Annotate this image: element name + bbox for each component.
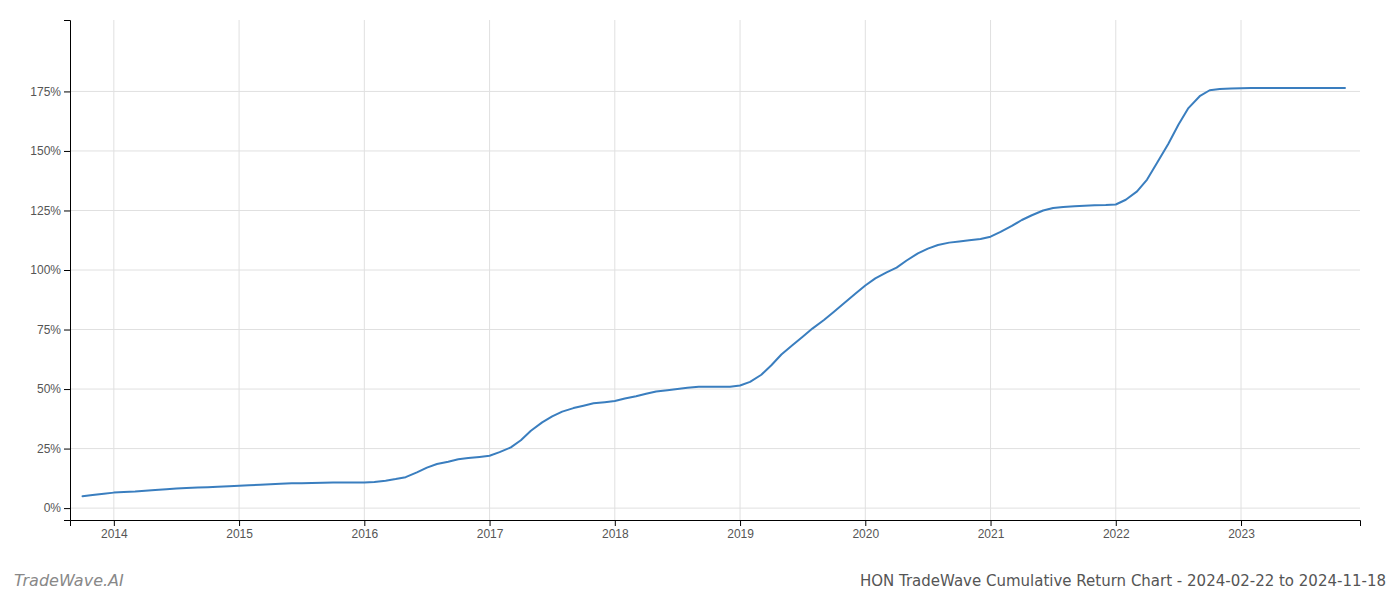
tick-label: 2017 <box>477 527 504 541</box>
tick-mark <box>64 449 70 450</box>
watermark: TradeWave.AI <box>14 571 124 590</box>
grid-line <box>70 150 1360 151</box>
tick-mark <box>1241 520 1242 526</box>
title: HON TradeWave Cumulative Return Chart - … <box>860 572 1386 590</box>
tick-label: 50% <box>37 382 61 396</box>
grid-line <box>990 20 991 520</box>
tick-label: 75% <box>37 323 61 337</box>
tick-mark <box>740 520 741 526</box>
tick: 2019 <box>727 520 754 541</box>
tick-mark <box>865 520 866 526</box>
tick-label: 2018 <box>602 527 629 541</box>
tick-label: 2014 <box>101 527 128 541</box>
tick-label: 150% <box>30 144 61 158</box>
tick-mark <box>490 520 491 526</box>
tick-label: 100% <box>30 263 61 277</box>
grid-line <box>113 20 114 520</box>
plot-area: 2014 2015 2016 2017 2018 2019 2020 2021 2022 2023… <box>30 20 1360 541</box>
line <box>83 88 1345 496</box>
tick: 2020 <box>852 520 879 541</box>
tick-mark <box>1116 520 1117 526</box>
grid-line <box>489 20 490 520</box>
tick: 50% <box>37 382 70 396</box>
grid-line <box>740 20 741 520</box>
tick-label: 2019 <box>727 527 754 541</box>
grid-line <box>70 389 1360 390</box>
grid-line <box>865 20 866 520</box>
tick: 150% <box>30 144 70 158</box>
tick-label: 2020 <box>852 527 879 541</box>
axis-line <box>71 521 1361 527</box>
tick-label: 125% <box>30 204 61 218</box>
grid-line <box>70 448 1360 449</box>
tick: 2021 <box>978 520 1005 541</box>
tick: 75% <box>37 323 70 337</box>
grid-line <box>70 91 1360 92</box>
tick-label: 0% <box>44 501 62 515</box>
tick-mark <box>239 520 240 526</box>
tick-label: 2021 <box>978 527 1005 541</box>
grid-line <box>70 329 1360 330</box>
tick: 0% <box>44 501 70 515</box>
tick-mark <box>64 151 70 152</box>
y-axis: 0% 25% 50% 75% 100% 125% 150% 175% <box>30 21 70 521</box>
tick-mark <box>64 508 70 509</box>
x-axis: 2014 2015 2016 2017 2018 2019 2020 2021 2022 2023 <box>71 520 1361 541</box>
tick-mark <box>64 270 70 271</box>
grid-line <box>1115 20 1116 520</box>
tick: 2015 <box>226 520 253 541</box>
grid-line <box>70 210 1360 211</box>
series <box>83 88 1345 496</box>
tick: 175% <box>30 85 70 99</box>
tick: 2017 <box>477 520 504 541</box>
tick-label: 2015 <box>226 527 253 541</box>
tick: 2023 <box>1228 520 1255 541</box>
tick-label: 2023 <box>1228 527 1255 541</box>
axis-line <box>64 21 71 521</box>
grid-line <box>1241 20 1242 520</box>
tick: 2022 <box>1103 520 1130 541</box>
chart: 2014 2015 2016 2017 2018 2019 2020 2021 2022 2023… <box>0 0 1400 600</box>
tick-mark <box>615 520 616 526</box>
tick-mark <box>991 520 992 526</box>
tick-mark <box>64 330 70 331</box>
tick: 100% <box>30 263 70 277</box>
tick-mark <box>64 91 70 92</box>
grid-line <box>70 270 1360 271</box>
tick: 125% <box>30 204 70 218</box>
grid-line <box>239 20 240 520</box>
tick-mark <box>364 520 365 526</box>
tick-label: 25% <box>37 442 61 456</box>
tick-label: 175% <box>30 85 61 99</box>
grid <box>70 20 1360 520</box>
tick: 2014 <box>101 520 128 541</box>
tick-mark <box>64 389 70 390</box>
tick-label: 2022 <box>1103 527 1130 541</box>
tick-mark <box>114 520 115 526</box>
grid-line <box>70 508 1360 509</box>
tick: 2016 <box>351 520 378 541</box>
tick: 25% <box>37 442 70 456</box>
grid-line <box>614 20 615 520</box>
grid-line <box>364 20 365 520</box>
tick: 2018 <box>602 520 629 541</box>
tick-label: 2016 <box>351 527 378 541</box>
tick-mark <box>64 210 70 211</box>
